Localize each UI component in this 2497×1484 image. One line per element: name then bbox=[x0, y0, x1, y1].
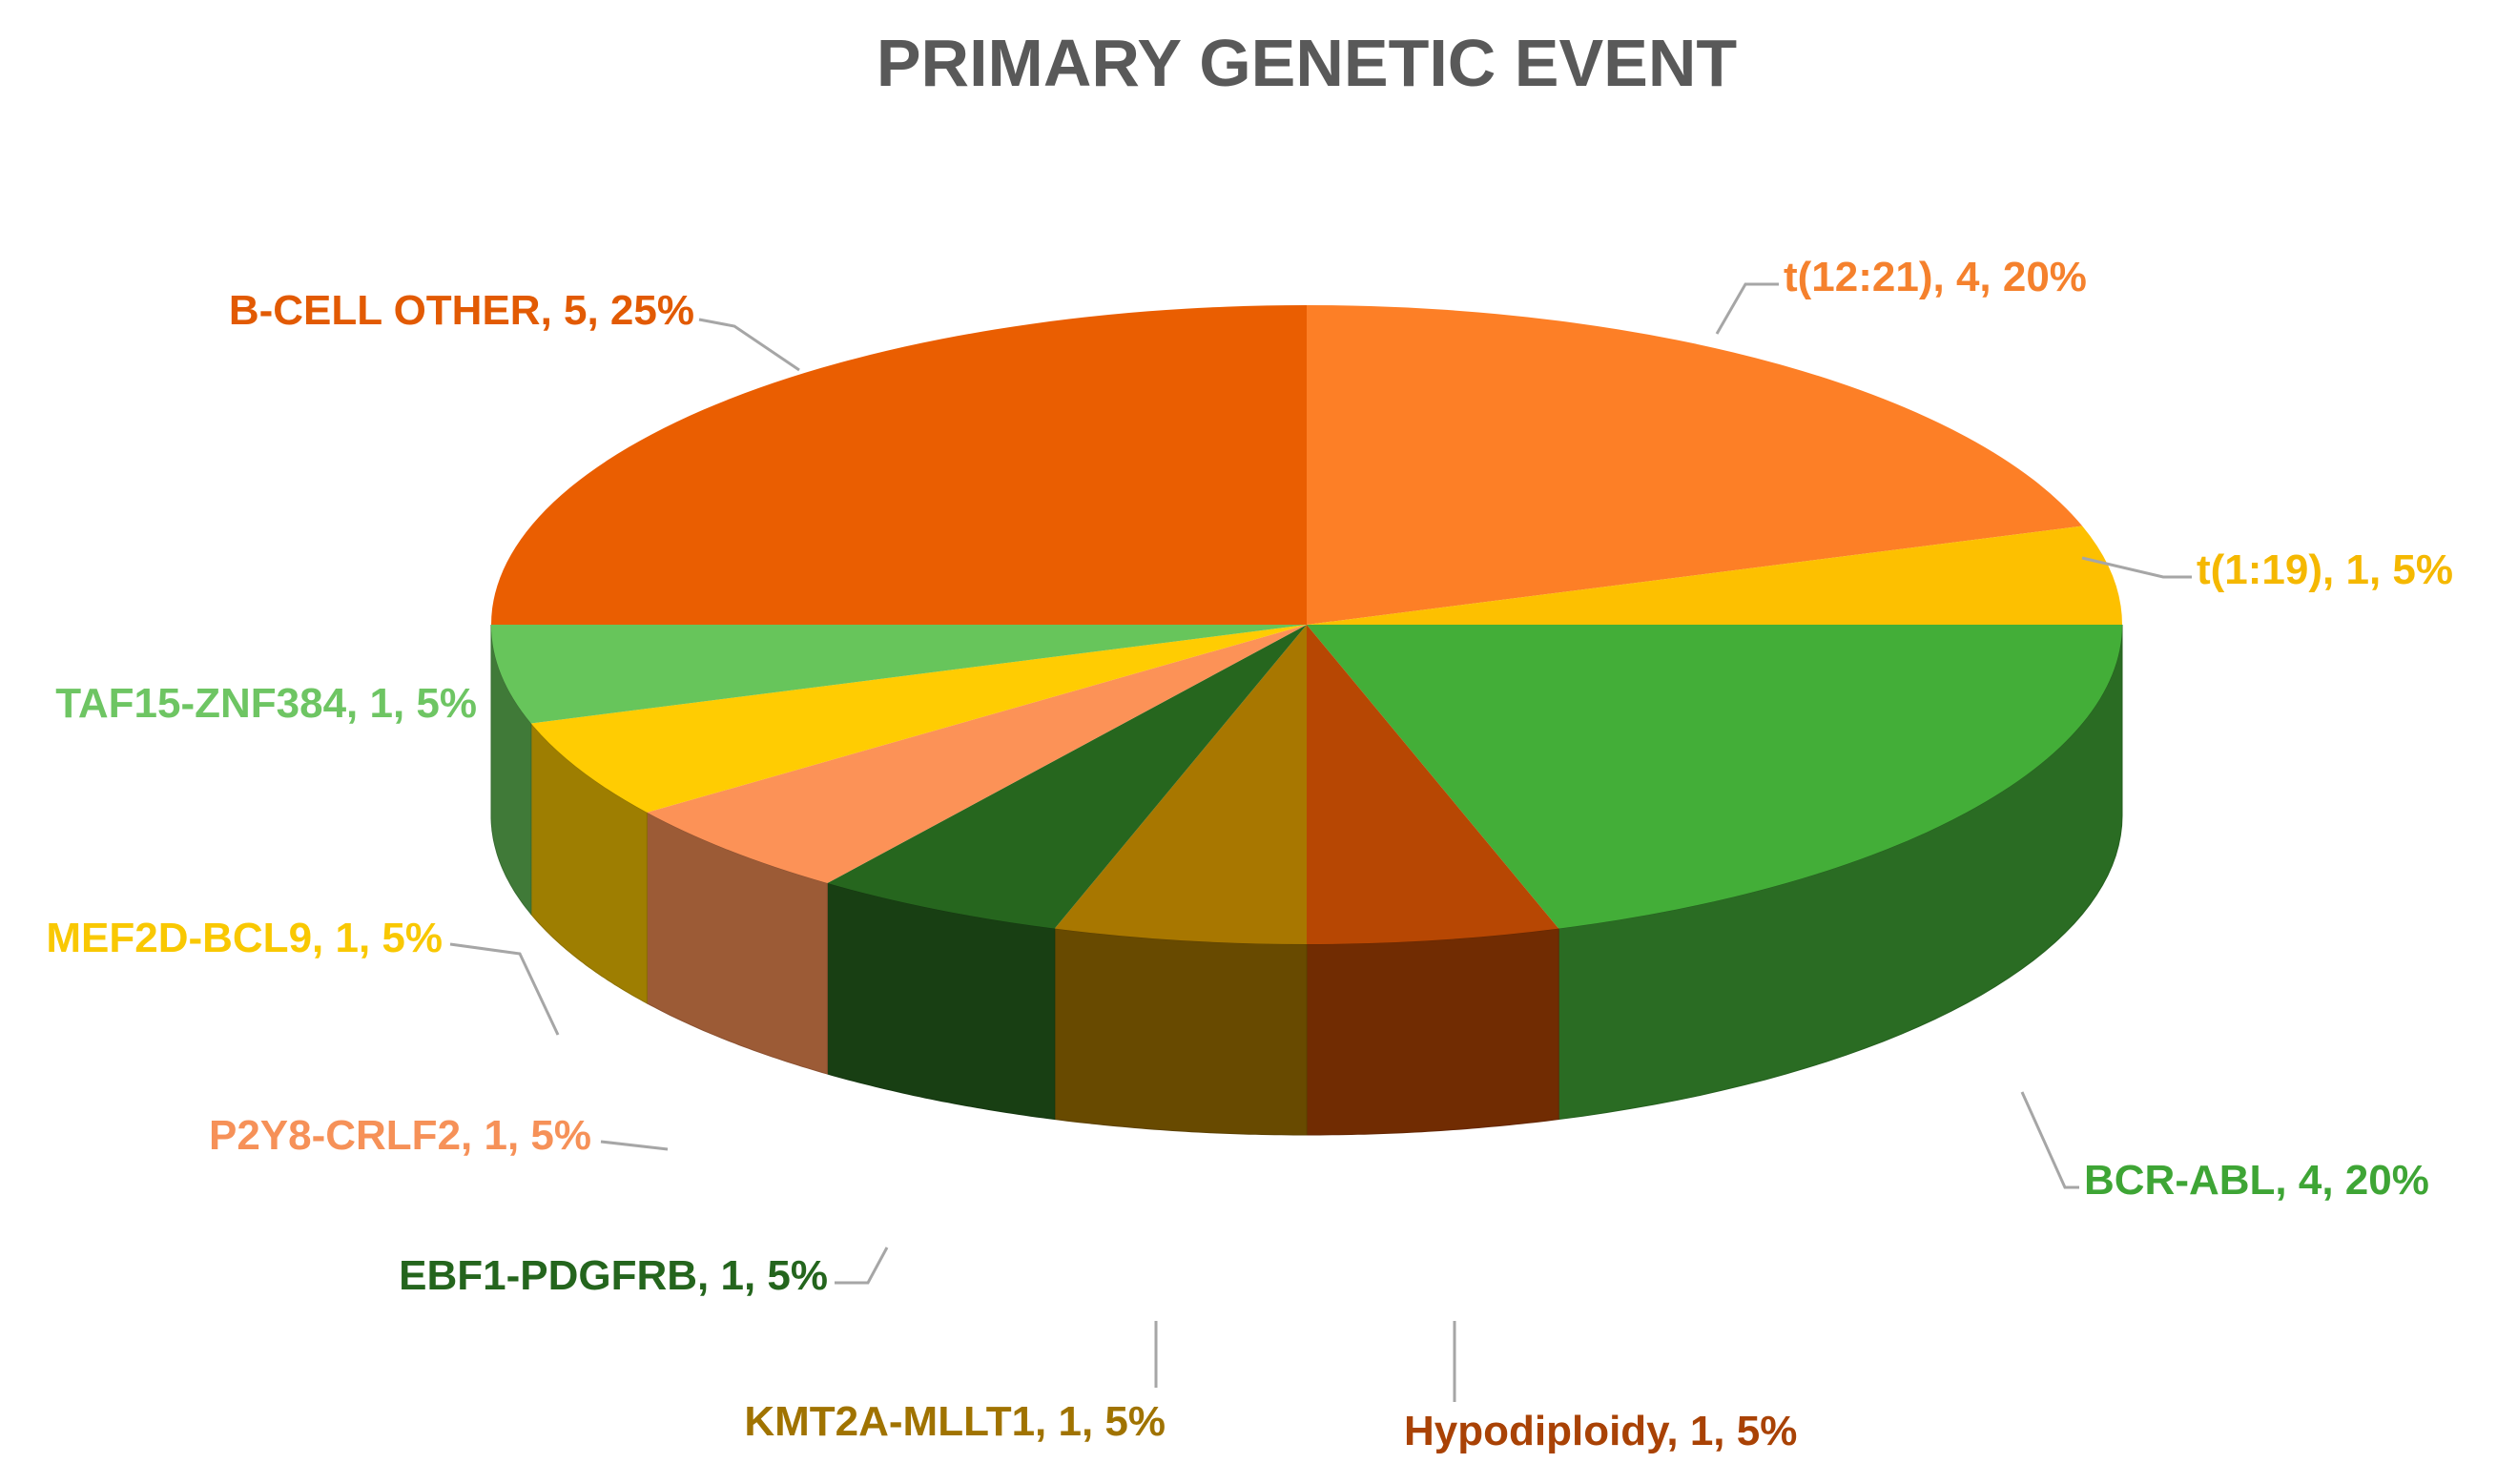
slice-t-1-19 bbox=[1307, 526, 2122, 625]
slice-t-12-21-label: t(12:21), 4, 20% bbox=[1784, 254, 2087, 300]
slice-bcr-abl bbox=[1307, 625, 2122, 929]
slice-kmt2a-mllt1 bbox=[1054, 625, 1307, 944]
slice-hypodiploidy-side bbox=[1306, 928, 1559, 1136]
slice-mef2d-bcl9-leader-line bbox=[449, 942, 560, 1036]
slice-ebf1-pdgfrb bbox=[827, 625, 1307, 929]
slice-b-cell-other-label: B-CELL OTHER, 5, 25% bbox=[229, 287, 694, 334]
slice-taf15-znf384-label: TAF15-ZNF384, 1, 5% bbox=[55, 680, 477, 727]
slice-hypodiploidy bbox=[1307, 625, 1559, 944]
slice-t-12-21-leader-line bbox=[1715, 282, 1779, 335]
slice-kmt2a-mllt1-label: KMT2A-MLLT1, 1, 5% bbox=[744, 1398, 1166, 1445]
pie-sides bbox=[490, 624, 2123, 1136]
slice-b-cell-other-leader-line bbox=[698, 318, 800, 372]
slice-t-12-21 bbox=[1307, 305, 2083, 625]
slice-mef2d-bcl9 bbox=[530, 625, 1307, 813]
slice-hypodiploidy-label: Hypodiploidy, 1, 5% bbox=[1404, 1408, 1797, 1454]
slice-b-cell-other bbox=[491, 305, 1307, 625]
slice-taf15-znf384 bbox=[491, 625, 1307, 724]
slice-t-1-19-leader-line bbox=[2081, 556, 2192, 579]
slice-kmt2a-mllt1-side bbox=[1054, 928, 1308, 1136]
leader-lines bbox=[449, 282, 2192, 1402]
slice-ebf1-pdgfrb-label: EBF1-PDGFRB, 1, 5% bbox=[399, 1252, 828, 1299]
slice-ebf1-pdgfrb-leader-line bbox=[835, 1247, 889, 1285]
slice-p2y8-crlf2 bbox=[647, 625, 1307, 883]
slice-p2y8-crlf2-leader-line bbox=[600, 1140, 669, 1151]
slice-bcr-abl-leader-line bbox=[2020, 1091, 2079, 1189]
pie-top bbox=[491, 305, 2122, 944]
slice-p2y8-crlf2-label: P2Y8-CRLF2, 1, 5% bbox=[209, 1112, 591, 1159]
chart-title: PRIMARY GENETIC EVENT bbox=[877, 26, 1737, 100]
slice-mef2d-bcl9-label: MEF2D-BCL9, 1, 5% bbox=[46, 915, 443, 961]
slice-t-1-19-label: t(1:19), 1, 5% bbox=[2197, 546, 2453, 593]
slice-bcr-abl-label: BCR-ABL, 4, 20% bbox=[2084, 1157, 2429, 1204]
data-labels: t(12:21), 4, 20% t(1:19), 1, 5% BCR-ABL, 4… bbox=[46, 254, 2453, 1454]
